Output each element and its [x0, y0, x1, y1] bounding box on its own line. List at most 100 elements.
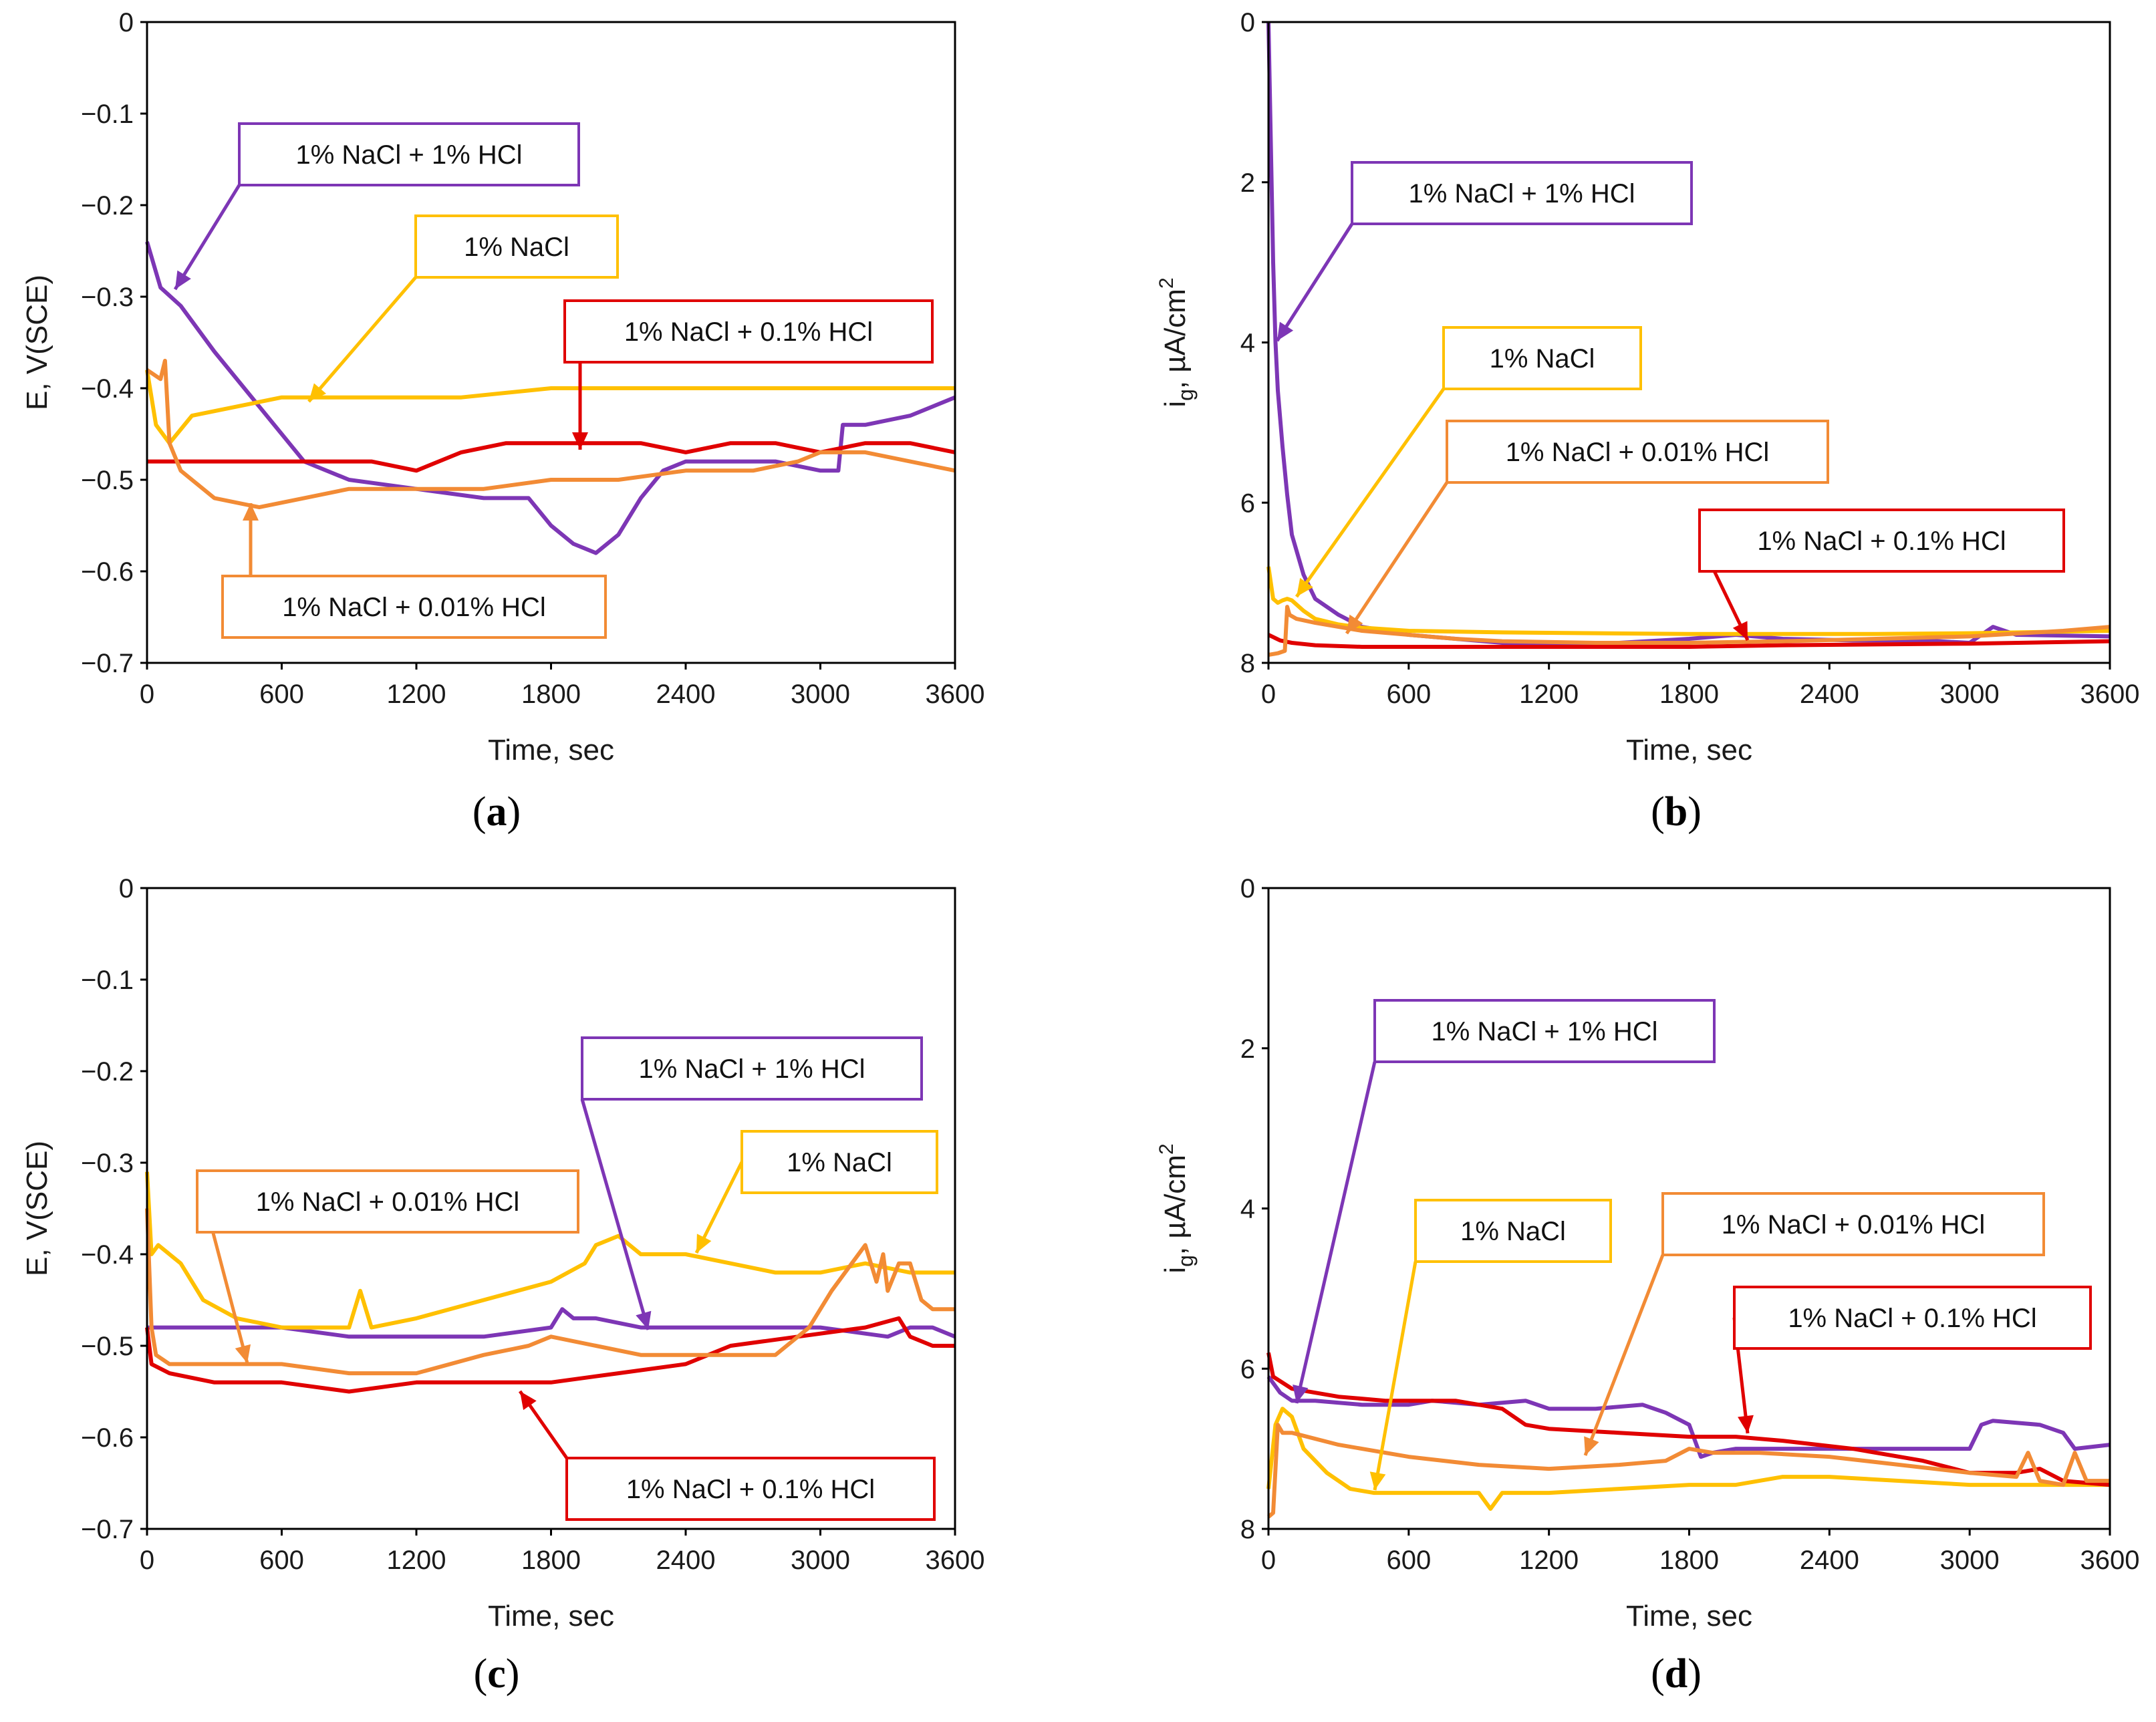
- y-tick-label: −0.3: [81, 283, 134, 312]
- series-line-orange: [1267, 1423, 2110, 1519]
- x-tick-label: 0: [140, 1546, 154, 1575]
- panel-a: 0 600 1200 1800 2400 3000 3600 0 −0.1 −0.2 −0.3 −0.…: [21, 8, 984, 835]
- callout-arrowhead: [1347, 614, 1363, 633]
- series-line-orange: [146, 358, 956, 510]
- series-line-yellow: [1266, 566, 2111, 636]
- callout-arrowhead: [636, 1310, 652, 1330]
- y-tick-label: −0.6: [81, 557, 134, 587]
- y-tick-label: 0: [1240, 8, 1255, 37]
- callout-label: 1% NaCl + 0.01% HCl: [1506, 438, 1770, 467]
- annotation-callout: 1% NaCl + 1% HCl: [580, 1036, 923, 1330]
- panel-caption: (c): [474, 1651, 520, 1697]
- x-axis-label: Time, sec: [488, 1600, 614, 1632]
- x-tick-label: 3000: [791, 1546, 850, 1575]
- callout-leader-line: [1295, 1061, 1377, 1404]
- callout-arrowhead: [1732, 621, 1748, 640]
- y-tick-label: −0.5: [81, 1332, 134, 1361]
- callout-box: [565, 1457, 936, 1521]
- y-tick-label: −0.1: [81, 966, 134, 995]
- callout-leader-line: [1295, 388, 1446, 598]
- x-tick-label: 1800: [1659, 1546, 1719, 1575]
- y-tick-label: 0: [1240, 874, 1255, 903]
- x-tick-label: 2400: [1800, 1546, 1859, 1575]
- caption-close: ): [1688, 789, 1702, 835]
- x-axis-label: Time, sec: [488, 734, 614, 766]
- annotation-callout: 1% NaCl + 1% HCl: [1293, 999, 1716, 1404]
- callout-box: [581, 1036, 923, 1101]
- callout-label: 1% NaCl + 0.01% HCl: [1722, 1210, 1986, 1240]
- y-label-sup: 2: [1156, 277, 1178, 289]
- annotation-callout: 1% NaCl: [1369, 1199, 1612, 1491]
- caption-close: ): [507, 789, 521, 835]
- y-label-main: i: [1159, 401, 1192, 408]
- callout-box: [563, 299, 934, 364]
- x-tick-label: 1200: [387, 680, 446, 709]
- y-axis-label-text: ig, µA/cm2: [1156, 1143, 1198, 1273]
- callout-box: [221, 575, 607, 639]
- callout-leader-line: [1583, 1254, 1665, 1456]
- annotation-callout: 1% NaCl + 0.01% HCl: [1583, 1192, 2045, 1456]
- series-line-purple: [1266, 1375, 2111, 1459]
- callout-label: 1% NaCl + 0.1% HCl: [626, 1475, 875, 1504]
- callout-box: [238, 122, 580, 186]
- callout-box: [1414, 1199, 1612, 1263]
- y-label-sub: g: [1174, 1255, 1198, 1267]
- callout-label: 1% NaCl + 1% HCl: [638, 1054, 865, 1084]
- callout-arrowhead: [1738, 1415, 1754, 1433]
- y-tick-label: −0.2: [81, 1057, 134, 1087]
- callout-arrowhead: [1584, 1436, 1599, 1455]
- y-label-main: i: [1159, 1267, 1192, 1274]
- series-line-orange: [145, 1208, 955, 1376]
- callout-label: 1% NaCl + 0.01% HCl: [256, 1187, 520, 1217]
- x-tick-label: 3000: [1940, 680, 2000, 709]
- x-tick-label: 3000: [791, 680, 850, 709]
- y-tick-label: 2: [1240, 168, 1255, 198]
- series-line-red: [145, 1316, 955, 1394]
- callout-label: 1% NaCl + 0.1% HCl: [624, 317, 873, 347]
- y-tick-label: 0: [119, 8, 134, 37]
- callout-label: 1% NaCl: [1490, 344, 1595, 374]
- annotation-callout: 1% NaCl + 1% HCl: [173, 122, 580, 291]
- series-line-red: [147, 441, 956, 473]
- series-line-purple: [145, 241, 956, 555]
- x-tick-label: 3600: [2080, 680, 2140, 709]
- callout-leader-line: [307, 276, 417, 403]
- callout-box: [1733, 1286, 2092, 1350]
- x-tick-label: 1200: [1519, 1546, 1579, 1575]
- callout-label: 1% NaCl + 0.1% HCl: [1788, 1304, 2036, 1333]
- annotation-callout: 1% NaCl + 0.1% HCl: [1698, 509, 2065, 641]
- series-line-yellow: [145, 370, 955, 446]
- caption-letter: b: [1665, 789, 1688, 835]
- callout-arrowhead: [243, 503, 259, 521]
- callout-box: [1351, 161, 1693, 225]
- annotation-callout: 1% NaCl + 0.01% HCl: [221, 503, 607, 639]
- x-tick-label: 1800: [521, 680, 581, 709]
- y-tick-label: 4: [1240, 329, 1255, 358]
- caption-letter: c: [487, 1651, 506, 1697]
- callout-arrowhead: [1369, 1471, 1386, 1490]
- callout-arrowhead: [520, 1391, 537, 1411]
- callout-arrowhead: [235, 1344, 251, 1363]
- callout-label: 1% NaCl + 1% HCl: [295, 140, 522, 170]
- callout-leader-line: [173, 184, 241, 291]
- y-tick-label: 0: [119, 874, 134, 903]
- y-axis-label: E, V(SCE): [21, 275, 53, 410]
- annotation-callout: 1% NaCl: [694, 1130, 938, 1254]
- y-axis-label-text: E, V(SCE): [21, 275, 53, 410]
- y-label-sub: g: [1174, 389, 1198, 401]
- callout-label: 1% NaCl: [464, 233, 569, 262]
- y-label-sup: 2: [1156, 1143, 1178, 1155]
- x-tick-label: 1800: [1659, 680, 1719, 709]
- x-tick-label: 1200: [1519, 680, 1579, 709]
- caption-open: (: [473, 789, 487, 835]
- callout-arrowhead: [696, 1234, 712, 1253]
- caption-close: ): [506, 1651, 520, 1697]
- x-tick-label: 2400: [656, 1546, 716, 1575]
- caption-open: (: [474, 1651, 488, 1697]
- y-tick-label: 4: [1240, 1195, 1255, 1224]
- x-tick-label: 3600: [926, 1546, 985, 1575]
- y-axis-label: ig, µA/cm2: [1156, 1143, 1198, 1273]
- panel-b: 0 600 1200 1800 2400 3000 3600 0 2 4 6 8 Time, sec ig…: [1156, 8, 2139, 835]
- caption-open: (: [1651, 789, 1665, 835]
- y-tick-label: −0.3: [81, 1149, 134, 1178]
